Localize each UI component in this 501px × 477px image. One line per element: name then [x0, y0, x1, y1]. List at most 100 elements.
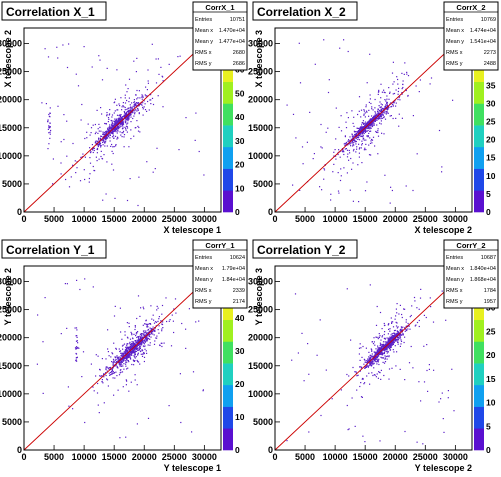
data-point [143, 339, 145, 341]
data-point [118, 126, 120, 129]
data-point [367, 359, 370, 361]
data-point [374, 355, 376, 357]
x-tick-label: 30000 [443, 452, 468, 462]
data-point [139, 346, 142, 348]
data-point [286, 440, 288, 442]
data-point [407, 94, 409, 97]
data-point [369, 127, 371, 129]
data-point [299, 189, 301, 191]
data-point [115, 118, 117, 120]
stats-label: RMS x [195, 50, 212, 56]
data-point [383, 91, 385, 93]
data-point [144, 323, 146, 325]
z-tick-label: 20 [486, 350, 496, 360]
data-point [136, 423, 138, 425]
x-tick-label: 5000 [295, 214, 315, 224]
data-point [47, 148, 49, 150]
data-point [138, 90, 140, 92]
data-point [374, 118, 377, 120]
data-point [137, 349, 139, 351]
data-point [137, 97, 139, 99]
title-box [252, 239, 358, 259]
data-point [150, 336, 152, 338]
data-point [157, 307, 159, 309]
data-point [346, 156, 349, 158]
data-point [385, 347, 387, 349]
data-point [115, 121, 117, 123]
data-point [124, 116, 126, 118]
stats-value: 2273 [484, 50, 496, 56]
data-point [126, 343, 128, 345]
data-point [152, 329, 155, 331]
data-point [142, 339, 144, 341]
data-point [74, 347, 77, 349]
data-point [149, 342, 151, 344]
data-point [145, 350, 147, 352]
data-point [126, 119, 128, 121]
data-point [355, 133, 357, 135]
data-point [402, 334, 404, 336]
data-point [358, 130, 361, 132]
data-point [452, 99, 454, 101]
data-point [360, 132, 362, 134]
data-point [137, 331, 139, 333]
data-point [114, 359, 116, 361]
data-point [126, 351, 128, 353]
data-point [113, 315, 116, 317]
data-point [370, 355, 372, 357]
data-point [173, 308, 175, 310]
data-point [198, 320, 200, 322]
data-point [349, 152, 351, 154]
z-tick-label: 25 [486, 117, 496, 127]
data-point [372, 123, 374, 125]
data-point [127, 118, 129, 120]
data-point [371, 142, 373, 144]
data-point [124, 102, 127, 104]
data-point [371, 350, 373, 352]
data-point [133, 360, 135, 362]
data-point [130, 138, 132, 140]
data-point [145, 337, 147, 339]
x-tick-label: 15000 [353, 214, 378, 224]
x-tick-label: 15000 [353, 452, 378, 462]
color-scale-segment [474, 406, 484, 429]
data-point [128, 355, 130, 357]
data-point [115, 128, 117, 130]
data-point [366, 82, 368, 84]
data-point [381, 346, 383, 348]
data-point [130, 107, 132, 109]
data-point [375, 351, 377, 353]
data-point [129, 353, 131, 355]
data-point [395, 117, 397, 119]
data-point [364, 190, 367, 192]
data-point [383, 343, 385, 345]
data-point [391, 333, 393, 335]
stats-box [443, 1, 499, 71]
data-point [409, 316, 411, 318]
data-point [375, 376, 377, 378]
data-point [369, 363, 372, 365]
data-point [159, 344, 161, 347]
x-tick-label: 25000 [162, 214, 187, 224]
data-point [368, 361, 370, 363]
data-point [95, 142, 97, 144]
data-point [397, 339, 400, 341]
data-point [373, 357, 375, 359]
data-point [143, 360, 145, 363]
data-point [133, 360, 135, 362]
data-point [141, 98, 143, 100]
data-point [377, 135, 380, 137]
data-point [124, 121, 126, 123]
data-point [90, 151, 92, 153]
data-point [98, 140, 100, 142]
data-point [122, 360, 124, 362]
data-point [120, 97, 122, 99]
data-point [389, 342, 391, 345]
y-tick-label: 0 [268, 445, 273, 455]
y-tick-label: 5000 [2, 417, 22, 427]
data-point [389, 344, 391, 346]
data-point [161, 75, 163, 77]
data-point [358, 128, 360, 130]
z-tick-label: 35 [486, 80, 496, 90]
data-point [383, 109, 385, 111]
